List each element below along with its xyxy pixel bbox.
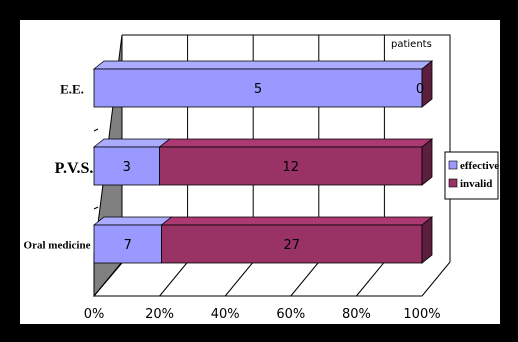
data-label-effective: 3 bbox=[123, 160, 131, 175]
x-tick-label: 20% bbox=[145, 307, 174, 322]
data-label-invalid: 27 bbox=[283, 238, 300, 253]
bar-effective bbox=[93, 146, 160, 186]
bar-effective bbox=[93, 68, 423, 108]
floor-gridline bbox=[224, 261, 254, 297]
x-tick-label: 80% bbox=[342, 307, 371, 322]
bar-side-invalid bbox=[421, 60, 433, 108]
bar-top-invalid bbox=[160, 216, 434, 226]
bar-top-effective bbox=[92, 60, 434, 70]
x-tick-label: 40% bbox=[211, 307, 240, 322]
unit-label: patients bbox=[391, 39, 432, 50]
floor-gridline bbox=[159, 261, 188, 297]
legend-label-invalid: invalid bbox=[460, 178, 492, 190]
bar-top-effective bbox=[92, 138, 171, 148]
data-label-invalid: 12 bbox=[283, 160, 300, 175]
data-label-effective: 5 bbox=[254, 82, 262, 97]
bar-side-invalid bbox=[421, 138, 433, 186]
data-label-invalid: 0 bbox=[416, 82, 424, 97]
floor-gridline bbox=[421, 261, 451, 297]
floor-gridline bbox=[356, 261, 385, 297]
bar-top-effective bbox=[92, 216, 173, 226]
bar-invalid bbox=[159, 146, 423, 186]
bar-top-invalid bbox=[158, 138, 434, 148]
floor-gridline bbox=[93, 261, 123, 297]
legend-box bbox=[444, 151, 499, 200]
legend-swatch-effective bbox=[448, 160, 458, 170]
category-label: P.V.S. bbox=[55, 160, 94, 177]
y-axis-tick bbox=[93, 128, 99, 132]
legend-label-effective: effective bbox=[460, 160, 499, 172]
category-label: Oral medicine bbox=[24, 240, 91, 252]
floor-gridline bbox=[290, 261, 320, 297]
bar-side-invalid bbox=[421, 216, 433, 264]
y-axis-tick bbox=[93, 206, 99, 210]
data-label-effective: 7 bbox=[124, 238, 132, 253]
legend-swatch-invalid bbox=[448, 178, 458, 188]
category-label: E.E. bbox=[60, 82, 84, 97]
x-tick-label: 0% bbox=[84, 307, 105, 322]
x-tick-label: 60% bbox=[276, 307, 305, 322]
x-tick-label: 100% bbox=[403, 307, 440, 322]
